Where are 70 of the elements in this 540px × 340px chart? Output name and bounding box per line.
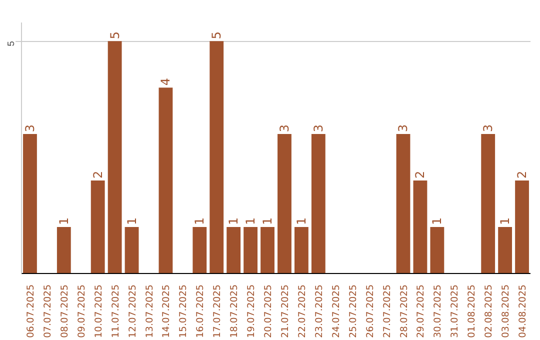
x-tick-label: 12.07.2025 — [127, 284, 138, 338]
x-tick-label: 14.07.2025 — [161, 284, 172, 338]
data-label: 2 — [515, 170, 530, 179]
x-tick-label: 16.07.2025 — [195, 284, 206, 338]
x-tick-label: 04.08.2025 — [518, 284, 529, 338]
bar — [481, 134, 496, 274]
x-tick-label: 28.07.2025 — [398, 284, 410, 338]
bar — [294, 227, 308, 274]
data-label: 1 — [294, 217, 308, 226]
x-tick-label: 26.07.2025 — [364, 284, 376, 338]
data-label: 3 — [396, 124, 410, 132]
x-tick-label: 19.07.2025 — [246, 284, 258, 338]
data-label: 1 — [260, 217, 275, 226]
x-tick-label: 15.07.2025 — [178, 284, 190, 338]
x-tick-label: 30.07.2025 — [432, 284, 444, 338]
data-label: 1 — [124, 217, 139, 226]
bar — [226, 227, 241, 274]
data-label: 2 — [413, 170, 428, 179]
data-label: 4 — [158, 78, 173, 86]
data-label: 3 — [22, 124, 37, 132]
bar — [278, 134, 292, 274]
x-tick-label: 07.07.2025 — [42, 284, 54, 338]
x-tick-label: 27.07.2025 — [382, 284, 393, 338]
data-label: 1 — [192, 217, 207, 226]
x-tick-label: 10.07.2025 — [93, 284, 104, 338]
bar — [90, 180, 105, 274]
x-tick-label: 31.07.2025 — [450, 284, 461, 338]
x-tick-label: 09.07.2025 — [76, 284, 88, 338]
x-tick-label: 29.07.2025 — [416, 284, 427, 338]
bar — [413, 180, 428, 274]
bar — [311, 134, 326, 274]
data-label: 1 — [244, 217, 258, 226]
x-tick-label: 23.07.2025 — [314, 284, 325, 338]
bar — [192, 227, 207, 274]
bar — [498, 227, 512, 274]
bar — [515, 180, 529, 274]
x-tick-label: 18.07.2025 — [229, 284, 240, 338]
x-tick-label: 24.07.2025 — [330, 284, 342, 338]
x-tick-label: 17.07.2025 — [212, 284, 224, 338]
bar — [396, 134, 410, 274]
data-label: 2 — [90, 170, 105, 179]
data-label: 5 — [108, 31, 122, 40]
data-label: 1 — [498, 217, 512, 226]
x-tick-label: 06.07.2025 — [25, 284, 36, 338]
x-tick-label: 21.07.2025 — [280, 284, 291, 338]
data-label: 3 — [277, 124, 292, 132]
x-tick-label: 20.07.2025 — [263, 284, 274, 338]
data-label: 3 — [311, 124, 326, 132]
x-tick-label: 02.08.2025 — [484, 284, 495, 338]
bar — [210, 41, 224, 274]
bar — [260, 227, 274, 274]
data-label: 1 — [56, 217, 71, 226]
data-label: 5 — [210, 31, 224, 40]
bar — [56, 227, 71, 274]
bar — [108, 41, 122, 274]
x-tick-label: 11.07.2025 — [110, 284, 122, 338]
x-tick-label: 03.08.2025 — [500, 284, 512, 338]
bar — [244, 227, 258, 274]
x-tick-label: 08.07.2025 — [59, 284, 70, 338]
bar — [23, 134, 37, 274]
data-label: 3 — [481, 124, 496, 132]
data-label: 1 — [430, 217, 444, 226]
bar — [158, 88, 173, 274]
bar — [124, 227, 139, 274]
data-label: 1 — [226, 217, 241, 226]
x-tick-label: 25.07.2025 — [348, 284, 359, 338]
bar — [430, 227, 444, 274]
x-tick-label: 22.07.2025 — [296, 284, 308, 338]
x-tick-label: 01.08.2025 — [466, 284, 478, 338]
x-tick-label: 13.07.2025 — [144, 284, 156, 338]
